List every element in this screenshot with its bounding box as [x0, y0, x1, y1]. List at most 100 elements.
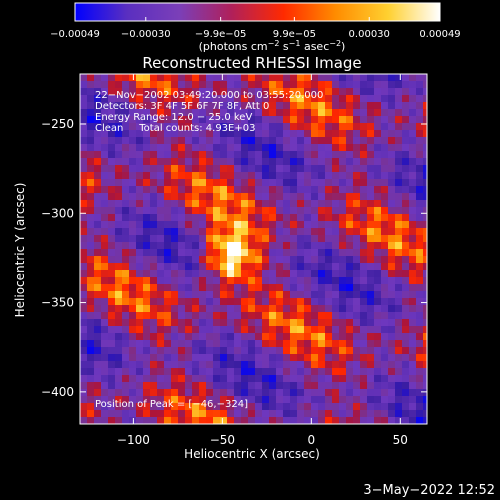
heatmap-cell	[220, 137, 228, 145]
heatmap-cell	[248, 130, 256, 138]
heatmap-cell	[304, 277, 312, 285]
heatmap-cell	[122, 165, 130, 173]
heatmap-cell	[220, 109, 228, 117]
heatmap-cell	[129, 249, 137, 257]
heatmap-cell	[129, 368, 137, 376]
heatmap-cell	[206, 291, 214, 299]
heatmap-cell	[206, 207, 214, 215]
heatmap-cell	[276, 221, 284, 229]
heatmap-cell	[136, 186, 144, 194]
heatmap-cell	[416, 158, 424, 166]
heatmap-cell	[283, 263, 291, 271]
heatmap-cell	[283, 417, 291, 424]
heatmap-cell	[311, 123, 319, 131]
heatmap-cell	[199, 193, 207, 201]
heatmap-cell	[178, 305, 186, 313]
heatmap-cell	[290, 326, 298, 334]
heatmap-cell	[325, 123, 333, 131]
heatmap-cell	[220, 284, 228, 292]
heatmap-cell	[157, 277, 165, 285]
heatmap-cell	[276, 305, 284, 313]
x-tick-label: 0	[308, 433, 316, 447]
heatmap-cell	[367, 270, 375, 278]
heatmap-cell	[395, 179, 403, 187]
heatmap-cell	[276, 193, 284, 201]
heatmap-cell	[220, 235, 228, 243]
heatmap-cell	[150, 277, 158, 285]
heatmap-cell	[346, 235, 354, 243]
heatmap-cell	[101, 389, 109, 397]
heatmap-cell	[171, 235, 179, 243]
heatmap-cell	[409, 74, 417, 82]
heatmap-cell	[101, 95, 109, 103]
heatmap-cell	[157, 109, 165, 117]
heatmap-cell	[423, 396, 427, 404]
heatmap-cell	[171, 116, 179, 124]
heatmap-cell	[122, 291, 130, 299]
heatmap-cell	[143, 207, 151, 215]
heatmap-cell	[87, 361, 95, 369]
heatmap-cell	[150, 354, 158, 362]
heatmap-cell	[416, 382, 424, 390]
heatmap-cell	[220, 214, 228, 222]
heatmap-cell	[255, 389, 263, 397]
heatmap-cell	[171, 270, 179, 278]
heatmap-cell	[115, 144, 123, 152]
heatmap-cell	[262, 172, 270, 180]
y-tick-label: −250	[41, 117, 74, 131]
heatmap-cell	[395, 144, 403, 152]
heatmap-cell	[206, 256, 214, 264]
heatmap-cell	[269, 123, 277, 131]
heatmap-cell	[346, 410, 354, 418]
heatmap-cell	[192, 158, 200, 166]
heatmap-cell	[304, 291, 312, 299]
heatmap-cell	[262, 340, 270, 348]
heatmap-cell	[381, 158, 389, 166]
heatmap-cell	[206, 277, 214, 285]
heatmap-cell	[234, 207, 242, 215]
heatmap-cell	[178, 375, 186, 383]
heatmap-cell	[318, 361, 326, 369]
heatmap-cell	[213, 347, 221, 355]
heatmap-cell	[136, 291, 144, 299]
heatmap-cell	[122, 186, 130, 194]
heatmap-cell	[311, 200, 319, 208]
heatmap-cell	[360, 221, 368, 229]
heatmap-cell	[353, 249, 361, 257]
heatmap-cell	[220, 291, 228, 299]
heatmap-cell	[416, 291, 424, 299]
heatmap-cell	[262, 200, 270, 208]
heatmap-cell	[248, 270, 256, 278]
heatmap-cell	[248, 207, 256, 215]
heatmap-cell	[199, 291, 207, 299]
heatmap-cell	[297, 186, 305, 194]
heatmap-cell	[101, 242, 109, 250]
heatmap-cell	[234, 193, 242, 201]
heatmap-cell	[262, 375, 270, 383]
heatmap-cell	[185, 221, 193, 229]
heatmap-cell	[234, 256, 242, 264]
heatmap-cell	[416, 81, 424, 89]
heatmap-cell	[367, 137, 375, 145]
heatmap-cell	[87, 417, 95, 424]
heatmap-cell	[157, 312, 165, 320]
heatmap-cell	[150, 165, 158, 173]
heatmap-cell	[374, 389, 382, 397]
heatmap-cell	[381, 81, 389, 89]
heatmap-cell	[94, 319, 102, 327]
heatmap-cell	[409, 95, 417, 103]
heatmap-cell	[220, 361, 228, 369]
heatmap-cell	[402, 396, 410, 404]
heatmap-cell	[318, 375, 326, 383]
heatmap-cell	[381, 151, 389, 159]
heatmap-cell	[318, 354, 326, 362]
heatmap-cell	[402, 88, 410, 96]
heatmap-cell	[332, 298, 340, 306]
heatmap-cell	[129, 340, 137, 348]
heatmap-cell	[206, 200, 214, 208]
heatmap-cell	[248, 200, 256, 208]
heatmap-cell	[122, 228, 130, 236]
heatmap-cell	[255, 116, 263, 124]
heatmap-cell	[395, 263, 403, 271]
heatmap-cell	[276, 81, 284, 89]
